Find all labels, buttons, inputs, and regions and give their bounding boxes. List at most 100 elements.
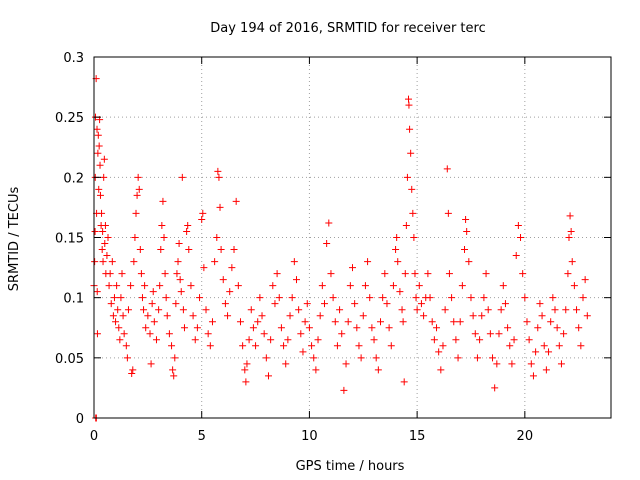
data-point [107, 300, 115, 308]
data-point [286, 312, 294, 320]
data-point [170, 372, 178, 380]
data-point [130, 258, 138, 266]
data-point [506, 342, 514, 350]
data-point [336, 306, 344, 314]
data-point [523, 318, 531, 326]
data-point [123, 354, 131, 362]
data-point [271, 300, 279, 308]
y-tick-label: 0.15 [55, 232, 84, 247]
data-point [292, 276, 300, 284]
data-point [393, 234, 401, 241]
data-point [120, 330, 128, 338]
data-point [216, 203, 224, 211]
data-point [135, 185, 143, 193]
data-point [381, 270, 389, 278]
data-point [413, 306, 421, 314]
data-point [454, 354, 462, 362]
data-point [129, 366, 137, 374]
data-point [333, 342, 341, 350]
data-point [463, 227, 471, 235]
data-point [318, 282, 326, 290]
data-point [173, 270, 181, 278]
data-point [116, 336, 124, 344]
data-point [94, 131, 102, 139]
data-point [401, 270, 409, 278]
data-point [499, 282, 507, 290]
data-point [144, 312, 152, 320]
data-point [565, 234, 573, 241]
data-point [355, 342, 363, 350]
data-point [198, 215, 206, 223]
data-point [108, 258, 116, 266]
data-point [344, 318, 352, 326]
data-point [178, 173, 186, 181]
data-point [171, 354, 179, 362]
data-point [162, 294, 170, 302]
data-point [206, 342, 214, 350]
data-point [377, 318, 385, 326]
chart-title: Day 194 of 2016, SRMTID for receiver ter… [210, 21, 485, 36]
data-point [254, 318, 262, 326]
data-point [508, 360, 516, 368]
data-point [308, 342, 316, 350]
data-point [374, 366, 382, 374]
data-point [243, 360, 251, 368]
data-point [94, 149, 102, 157]
data-point [239, 342, 247, 350]
data-point [403, 173, 411, 181]
data-point [379, 294, 387, 302]
data-point [138, 294, 146, 302]
data-point [187, 282, 195, 290]
data-point [199, 209, 207, 217]
data-point [579, 294, 587, 302]
data-point [340, 386, 348, 394]
data-point [323, 240, 331, 248]
data-point [150, 318, 158, 326]
data-point [119, 312, 127, 320]
y-tick-label: 0.1 [63, 292, 84, 307]
data-point [215, 173, 223, 181]
data-point [462, 215, 470, 223]
data-point [366, 294, 374, 302]
data-point [467, 294, 475, 302]
data-point [501, 300, 509, 308]
data-point [137, 270, 145, 278]
data-point [282, 360, 290, 368]
data-point [103, 252, 111, 260]
data-point [452, 336, 460, 344]
data-point [534, 324, 542, 332]
data-point [96, 191, 104, 199]
data-point [351, 300, 359, 308]
data-point [226, 288, 234, 296]
data-point [112, 318, 120, 326]
data-point [553, 324, 561, 332]
x-tick-label: 0 [90, 429, 98, 444]
data-point [387, 342, 395, 350]
data-point [517, 234, 525, 241]
data-point [303, 300, 311, 308]
data-point [168, 342, 176, 350]
data-point [405, 95, 413, 103]
data-point [93, 288, 101, 296]
data-point [521, 294, 529, 302]
data-point [469, 312, 477, 320]
data-point [91, 258, 99, 266]
data-point [329, 294, 337, 302]
data-point [476, 336, 484, 344]
data-point [405, 101, 413, 109]
data-point [445, 270, 453, 278]
data-point [224, 312, 232, 320]
data-point [562, 306, 570, 314]
data-point [412, 294, 420, 302]
data-point [385, 324, 393, 332]
data-point [417, 300, 425, 308]
data-point [183, 227, 191, 235]
data-point [114, 306, 122, 314]
data-point [540, 342, 548, 350]
data-point [95, 142, 103, 150]
data-point [301, 318, 309, 326]
data-point [338, 330, 346, 338]
data-point [211, 258, 219, 266]
data-point [95, 185, 103, 193]
data-point [113, 282, 121, 290]
